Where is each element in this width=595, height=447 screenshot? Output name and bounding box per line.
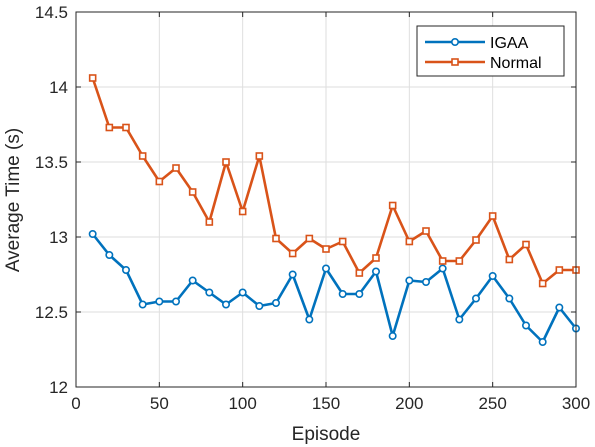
data-point-igaa: [321, 264, 330, 273]
data-point-igaa: [222, 300, 231, 309]
data-point-igaa: [238, 288, 247, 297]
data-point-igaa: [488, 271, 497, 280]
data-point-igaa: [438, 264, 447, 273]
data-point-igaa: [421, 277, 430, 286]
data-point-igaa: [505, 294, 514, 303]
data-point-igaa: [122, 265, 131, 274]
data-point-normal: [555, 266, 564, 274]
data-point-normal: [288, 249, 297, 258]
data-point-normal: [355, 269, 364, 277]
data-point-igaa: [555, 303, 564, 312]
data-point-normal: [188, 188, 197, 196]
data-point-normal: [88, 74, 97, 82]
x-tick-label: 150: [312, 394, 340, 413]
data-point-normal: [222, 158, 230, 166]
data-point-normal: [488, 212, 497, 220]
data-point-normal: [205, 218, 214, 226]
data-point-igaa: [88, 230, 97, 239]
data-point-normal: [422, 227, 430, 235]
legend-label-igaa: IGAA: [490, 35, 529, 52]
y-tick-label: 14: [49, 78, 68, 97]
data-point-normal: [172, 164, 180, 172]
x-tick-label: 100: [228, 394, 256, 413]
series-normal: [88, 74, 580, 288]
data-point-igaa: [455, 315, 464, 324]
data-point-normal: [105, 123, 114, 132]
legend-box: [416, 25, 565, 77]
data-point-igaa: [405, 276, 414, 285]
data-point-igaa: [138, 300, 147, 309]
x-tick-label: 0: [71, 394, 80, 413]
x-axis-label: Episode: [292, 424, 361, 445]
y-tick-label: 14.5: [35, 3, 68, 22]
data-point-normal: [155, 177, 164, 186]
data-point-normal: [238, 207, 247, 216]
data-point-normal: [472, 236, 480, 244]
data-point-normal: [338, 237, 347, 246]
data-point-igaa: [355, 289, 364, 298]
data-point-normal: [138, 152, 147, 160]
data-point-igaa: [288, 270, 297, 279]
data-point-igaa: [255, 301, 264, 310]
data-point-normal: [505, 255, 514, 264]
y-tick-label: 12.5: [35, 303, 68, 322]
data-point-igaa: [538, 337, 547, 346]
data-point-igaa: [188, 276, 197, 285]
legend: IGAA Normal: [416, 25, 565, 77]
data-point-normal: [455, 257, 464, 265]
data-point-igaa: [105, 251, 114, 260]
legend-label-normal: Normal: [490, 55, 542, 72]
data-point-normal: [122, 123, 130, 132]
x-tick-label: 250: [478, 394, 506, 413]
data-point-normal: [522, 240, 530, 249]
data-point-igaa: [521, 321, 530, 330]
data-point-igaa: [205, 288, 214, 297]
data-point-normal: [272, 234, 280, 243]
series-layer: [88, 74, 580, 346]
data-point-normal: [255, 152, 264, 160]
data-point-igaa: [271, 298, 280, 307]
legend-marker-normal: [451, 58, 459, 66]
data-point-igaa: [305, 315, 314, 324]
series-igaa: [88, 230, 580, 346]
data-point-normal: [388, 201, 397, 210]
data-point-igaa: [471, 294, 480, 303]
data-point-igaa: [172, 297, 181, 306]
data-point-normal: [538, 279, 547, 288]
x-tick-label: 300: [562, 394, 590, 413]
data-point-igaa: [338, 289, 347, 298]
data-point-igaa: [388, 331, 397, 340]
y-tick-label: 12: [49, 378, 68, 397]
data-point-normal: [322, 245, 330, 253]
data-point-normal: [438, 257, 447, 265]
legend-marker-igaa: [450, 37, 459, 46]
x-tick-label: 200: [395, 394, 423, 413]
data-point-normal: [305, 234, 314, 243]
data-point-igaa: [155, 297, 164, 306]
axis-ticks: 0 50 100 150 200 250 300 12 12.5 13 13.5 14 14.5: [35, 3, 590, 413]
data-point-normal: [405, 237, 414, 246]
y-tick-label: 13.5: [35, 153, 68, 172]
x-tick-label: 50: [150, 394, 169, 413]
data-point-igaa: [371, 267, 380, 276]
data-point-normal: [372, 254, 380, 262]
y-tick-label: 13: [49, 228, 68, 247]
y-axis-label: Average Time (s): [3, 128, 24, 272]
